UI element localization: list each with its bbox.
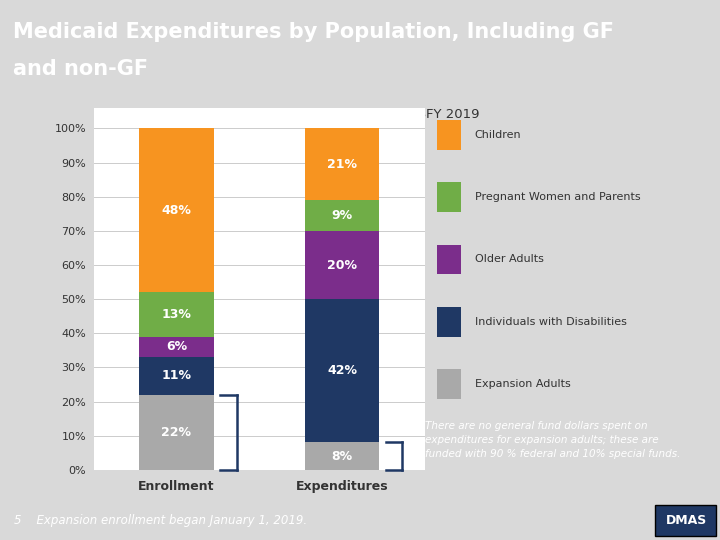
Text: Pregnant Women and Parents: Pregnant Women and Parents <box>474 192 640 202</box>
Text: 21%: 21% <box>327 158 357 171</box>
Bar <box>437 307 462 337</box>
Text: Older Adults: Older Adults <box>474 254 544 265</box>
Text: 9%: 9% <box>331 209 353 222</box>
Bar <box>305 200 379 231</box>
Bar <box>437 183 462 212</box>
Text: 22%: 22% <box>161 426 192 439</box>
Text: Medicaid Expenditures by Population, Including GF: Medicaid Expenditures by Population, Inc… <box>13 22 614 42</box>
Bar <box>139 129 214 292</box>
Bar <box>305 129 379 200</box>
Bar <box>139 395 214 470</box>
Bar <box>437 369 462 399</box>
Bar <box>305 442 379 470</box>
Bar <box>139 357 214 395</box>
Text: 6%: 6% <box>166 340 187 353</box>
Bar <box>437 245 462 274</box>
Text: DMAS: DMAS <box>665 514 707 527</box>
Text: 42%: 42% <box>327 364 357 377</box>
Bar <box>305 299 379 442</box>
Bar <box>139 336 214 357</box>
Text: 20%: 20% <box>327 259 357 272</box>
Text: 11%: 11% <box>161 369 192 382</box>
Text: 13%: 13% <box>161 308 192 321</box>
Bar <box>139 292 214 336</box>
Text: 48%: 48% <box>161 204 192 217</box>
Text: 5    Expansion enrollment began January 1, 2019.: 5 Expansion enrollment began January 1, … <box>14 514 307 527</box>
Text: Medicaid Enrollees and Expenditures, SFY 2019: Medicaid Enrollees and Expenditures, SFY… <box>163 108 479 121</box>
Bar <box>437 120 462 150</box>
Text: 8%: 8% <box>331 450 353 463</box>
Text: There are no general fund dollars spent on
expenditures for expansion adults; th: There are no general fund dollars spent … <box>425 421 680 459</box>
Text: Individuals with Disabilities: Individuals with Disabilities <box>474 317 626 327</box>
Text: Expansion Adults: Expansion Adults <box>474 379 570 389</box>
Text: and non-GF: and non-GF <box>13 59 148 79</box>
Bar <box>305 231 379 299</box>
Text: Children: Children <box>474 130 521 140</box>
FancyBboxPatch shape <box>655 505 716 536</box>
